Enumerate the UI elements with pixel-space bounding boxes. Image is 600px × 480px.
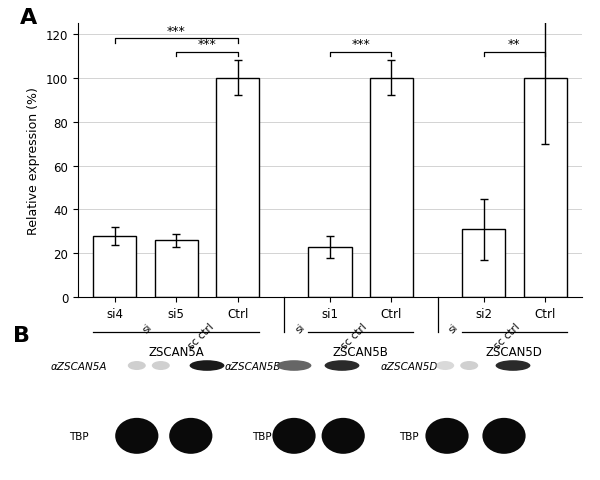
Text: TBP: TBP	[69, 431, 89, 441]
Text: B: B	[13, 325, 30, 345]
Text: sc ctrl: sc ctrl	[339, 322, 368, 351]
Ellipse shape	[436, 361, 454, 370]
Text: TBP: TBP	[252, 431, 272, 441]
Text: αZSCAN5D: αZSCAN5D	[381, 361, 439, 371]
Ellipse shape	[190, 360, 224, 371]
Text: TBP: TBP	[399, 431, 419, 441]
Text: A: A	[20, 8, 37, 27]
Ellipse shape	[482, 418, 526, 454]
Text: sc ctrl: sc ctrl	[492, 322, 521, 351]
Text: ***: ***	[167, 25, 186, 38]
Y-axis label: Relative expression (%): Relative expression (%)	[28, 87, 40, 235]
Text: ***: ***	[197, 38, 217, 51]
Ellipse shape	[325, 360, 359, 371]
Ellipse shape	[277, 360, 311, 371]
Text: ZSCAN5D: ZSCAN5D	[486, 346, 543, 359]
Bar	[216, 79, 259, 298]
Text: sc ctrl: sc ctrl	[186, 322, 215, 351]
Text: ***: ***	[352, 38, 370, 51]
Text: si: si	[447, 322, 460, 335]
Ellipse shape	[460, 361, 478, 370]
Bar	[94, 236, 136, 298]
Text: αZSCAN5A: αZSCAN5A	[51, 361, 107, 371]
Bar	[462, 230, 505, 298]
Ellipse shape	[169, 418, 212, 454]
Text: si: si	[141, 322, 154, 335]
Ellipse shape	[496, 360, 530, 371]
Text: **: **	[508, 38, 521, 51]
Ellipse shape	[425, 418, 469, 454]
Bar	[308, 247, 352, 298]
Text: si: si	[294, 322, 307, 335]
Ellipse shape	[115, 418, 158, 454]
Bar	[524, 79, 566, 298]
Ellipse shape	[152, 361, 170, 370]
Bar	[370, 79, 413, 298]
Text: ZSCAN5A: ZSCAN5A	[148, 346, 204, 359]
Text: ZSCAN5B: ZSCAN5B	[333, 346, 389, 359]
Ellipse shape	[272, 418, 316, 454]
Ellipse shape	[322, 418, 365, 454]
Ellipse shape	[128, 361, 146, 370]
Text: αZSCAN5B: αZSCAN5B	[225, 361, 281, 371]
Bar	[155, 240, 198, 298]
